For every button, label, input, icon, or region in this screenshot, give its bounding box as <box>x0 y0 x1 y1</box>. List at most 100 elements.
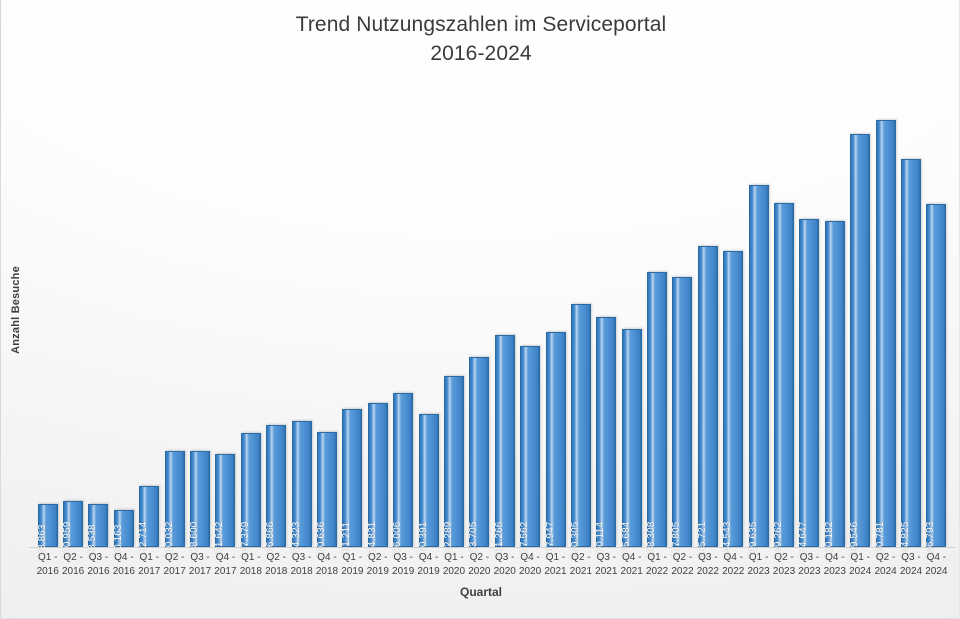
bar-slot: 250.636 <box>314 88 339 558</box>
bar-slot: 208.600 <box>187 88 212 558</box>
bar-slot: 201.642 <box>213 88 238 558</box>
bar-slot: 475.684 <box>619 88 644 558</box>
bar-slot: 500.114 <box>594 88 619 558</box>
bar[interactable]: 467.947 <box>545 332 566 558</box>
bar[interactable]: 210.032 <box>164 450 185 558</box>
bar[interactable]: 749.262 <box>773 203 795 558</box>
bar[interactable]: 899.546 <box>849 134 871 558</box>
chart-title: Trend Nutzungszahlen im Serviceportal 20… <box>295 13 667 65</box>
y-axis-title: Anzahl Besuche <box>5 0 27 619</box>
bar[interactable]: 290.391 <box>418 413 439 558</box>
bar[interactable]: 714.647 <box>798 218 820 558</box>
bar[interactable]: 530.305 <box>570 303 591 558</box>
x-tick-label: Q2 - 2021 <box>569 552 593 577</box>
bar[interactable]: 132.714 <box>138 486 160 558</box>
bar-slot: 598.308 <box>644 88 669 558</box>
bar-slot: 655.721 <box>695 88 720 558</box>
bar[interactable]: 208.600 <box>189 451 211 558</box>
x-tick-label: Q1 - 2018 <box>239 552 262 577</box>
bar-slot: 247.379 <box>238 88 263 558</box>
bar-slot: 844.825 <box>898 88 923 558</box>
bar[interactable]: 500.114 <box>595 317 617 558</box>
x-axis-title: Quartal <box>459 585 502 599</box>
bar-slot: 290.391 <box>416 88 441 558</box>
x-tick-label: Q3 - 2016 <box>87 552 110 577</box>
bar-slot: 413.705 <box>467 88 492 558</box>
bar-slot: 587.805 <box>670 88 695 558</box>
bar-slot: 210.032 <box>162 88 187 558</box>
bar[interactable]: 789.635 <box>748 184 769 558</box>
x-tick-label: Q1 - 2016 <box>36 552 59 577</box>
bar[interactable]: 301.211 <box>341 408 363 558</box>
x-tick-label: Q4 - 2021 <box>620 552 643 577</box>
bar[interactable]: 372.289 <box>443 376 464 558</box>
bar[interactable]: 247.379 <box>240 433 261 558</box>
x-tick-label: Q4 - 2018 <box>315 552 339 577</box>
bar[interactable]: 274.323 <box>291 421 312 558</box>
bar-slot: 930.781 <box>873 88 898 558</box>
bar-slot: 100.959 <box>60 88 85 558</box>
bar[interactable]: 314.831 <box>367 402 388 558</box>
x-tick-label: Q3 - 2018 <box>290 552 313 577</box>
bar-slot: 746.793 <box>924 88 949 558</box>
bar-slot: 530.305 <box>568 88 593 558</box>
bar[interactable]: 250.636 <box>316 431 337 558</box>
x-tick-label: Q4 - 2016 <box>112 552 135 577</box>
bar[interactable]: 587.805 <box>671 277 693 558</box>
bar[interactable]: 266.866 <box>265 424 287 558</box>
bar[interactable]: 930.781 <box>875 119 896 558</box>
bar[interactable]: 844.825 <box>900 159 921 558</box>
bar-slot: 644.543 <box>721 88 746 558</box>
bar[interactable]: 746.793 <box>925 204 947 558</box>
bar-slot: 301.211 <box>340 88 365 558</box>
x-tick-label: Q1 - 2022 <box>645 552 669 577</box>
x-tick-label: Q3 - 2020 <box>493 552 516 577</box>
x-tick-label: Q4 - 2024 <box>925 552 948 577</box>
bar-slot: 372.289 <box>441 88 466 558</box>
bar[interactable]: 93.538 <box>87 504 109 556</box>
bar[interactable]: 475.684 <box>621 328 642 558</box>
x-tick-label: Q2 - 2022 <box>671 552 694 577</box>
y-axis-title-label: Anzahl Besuche <box>10 265 23 354</box>
x-tick-label: Q1 - 2017 <box>138 552 161 577</box>
x-tick-label: Q2 - 2019 <box>366 552 389 577</box>
x-tick-label: Q3 - 2022 <box>696 552 719 577</box>
bar[interactable]: 336.006 <box>392 392 414 558</box>
x-tick-label: Q4 - 2020 <box>518 552 542 577</box>
x-tick-label: Q3 - 2019 <box>392 552 415 577</box>
x-axis-line <box>29 547 955 548</box>
x-tick-label: Q3 - 2024 <box>899 552 923 577</box>
x-tick-label: Q2 - 2017 <box>163 552 186 577</box>
bar-slot: 461.266 <box>492 88 517 558</box>
bar-series: 93.863 100.959 93.538 80.163 132.714 210.032 2… <box>29 88 955 558</box>
bar-slot: 93.538 <box>86 88 111 556</box>
x-tick-label: Q3 - 2017 <box>188 552 212 577</box>
x-tick-label: Q3 - 2023 <box>798 552 821 577</box>
bar[interactable]: 461.266 <box>494 335 515 558</box>
x-tick-label: Q1 - 2021 <box>544 552 567 577</box>
x-tick-label: Q2 - 2020 <box>468 552 491 577</box>
bar[interactable]: 437.562 <box>519 346 541 558</box>
bar[interactable]: 100.959 <box>62 500 84 558</box>
x-tick-label: Q1 - 2019 <box>341 552 364 577</box>
x-tick-label: Q1 - 2020 <box>442 552 466 577</box>
bar[interactable]: 710.182 <box>824 221 845 558</box>
x-axis-tick-labels: Q1 - 2016 Q2 - 2016 Q3 - 2016 Q4 - 2016 Q1 -… <box>29 551 955 585</box>
bar[interactable]: 644.543 <box>722 251 744 558</box>
bar[interactable]: 93.863 <box>37 503 58 556</box>
bar-slot: 437.562 <box>517 88 542 558</box>
bar-slot: 314.831 <box>365 88 390 558</box>
x-tick-label: Q4 - 2022 <box>722 552 745 577</box>
bar-slot: 80.163 <box>111 88 136 556</box>
plot-area: 93.863 100.959 93.538 80.163 132.714 210.032 2… <box>29 88 955 558</box>
x-tick-label: Q4 - 2017 <box>214 552 237 577</box>
x-tick-label: Q1 - 2023 <box>747 552 770 577</box>
bar[interactable]: 413.705 <box>468 357 490 558</box>
x-tick-label: Q2 - 2024 <box>874 552 897 577</box>
bar[interactable]: 655.721 <box>697 246 718 558</box>
bar[interactable]: 80.163 <box>113 510 134 556</box>
bar[interactable]: 201.642 <box>214 454 236 558</box>
bar[interactable]: 598.308 <box>646 272 668 558</box>
x-tick-label: Q2 - 2016 <box>61 552 85 577</box>
